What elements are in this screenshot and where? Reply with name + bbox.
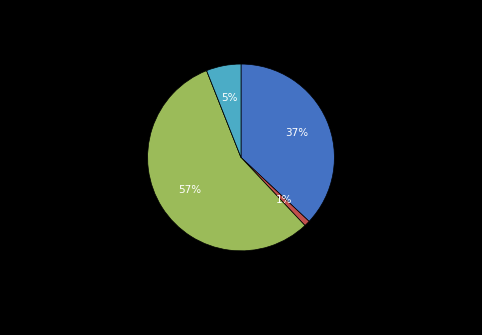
Text: 57%: 57%	[178, 185, 201, 195]
Wedge shape	[241, 157, 309, 225]
Text: 1%: 1%	[276, 195, 292, 205]
Wedge shape	[241, 64, 335, 221]
Wedge shape	[207, 71, 241, 157]
Text: 37%: 37%	[285, 128, 308, 138]
Text: 5%: 5%	[221, 93, 238, 103]
Wedge shape	[147, 71, 305, 251]
Wedge shape	[207, 64, 241, 157]
